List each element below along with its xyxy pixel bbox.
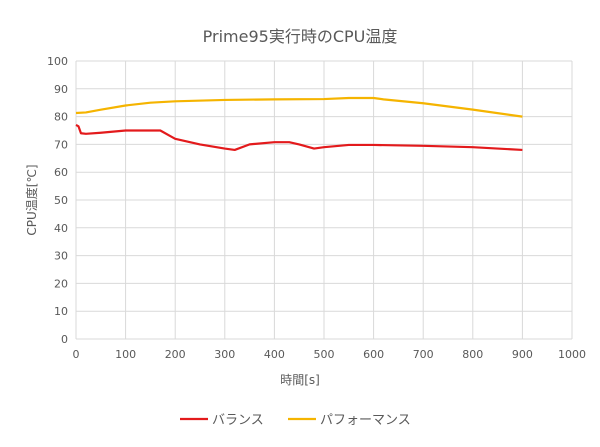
x-axis-label: 時間[s]	[280, 373, 320, 387]
x-tick-label: 600	[363, 348, 384, 361]
x-tick-label: 800	[462, 348, 483, 361]
y-tick-label: 10	[54, 305, 68, 318]
x-tick-label: 200	[165, 348, 186, 361]
y-tick-label: 60	[54, 166, 68, 179]
y-tick-label: 50	[54, 194, 68, 207]
y-tick-label: 100	[47, 55, 68, 68]
x-tick-label: 400	[264, 348, 285, 361]
x-tick-label: 0	[73, 348, 80, 361]
legend-label-0: バランス	[212, 413, 264, 428]
y-tick-label: 0	[61, 333, 68, 346]
chart-title: Prime95実行時のCPU温度	[203, 27, 398, 46]
x-tick-label: 700	[413, 348, 434, 361]
x-tick-label: 1000	[558, 348, 586, 361]
series-line-1	[75, 96, 523, 118]
x-tick-label: 500	[314, 348, 335, 361]
y-tick-label: 30	[54, 250, 68, 263]
y-tick-label: 80	[54, 111, 68, 124]
y-tick-label: 40	[54, 222, 68, 235]
y-tick-label: 90	[54, 83, 68, 96]
y-tick-label: 20	[54, 277, 68, 290]
x-tick-label: 300	[214, 348, 235, 361]
y-tick-label: 70	[54, 138, 68, 151]
x-tick-label: 100	[115, 348, 136, 361]
y-axis-label: CPU温度[℃]	[24, 164, 39, 235]
series-line-0	[75, 123, 523, 152]
legend-label-1: パフォーマンス	[320, 413, 411, 428]
x-tick-label: 900	[512, 348, 533, 361]
